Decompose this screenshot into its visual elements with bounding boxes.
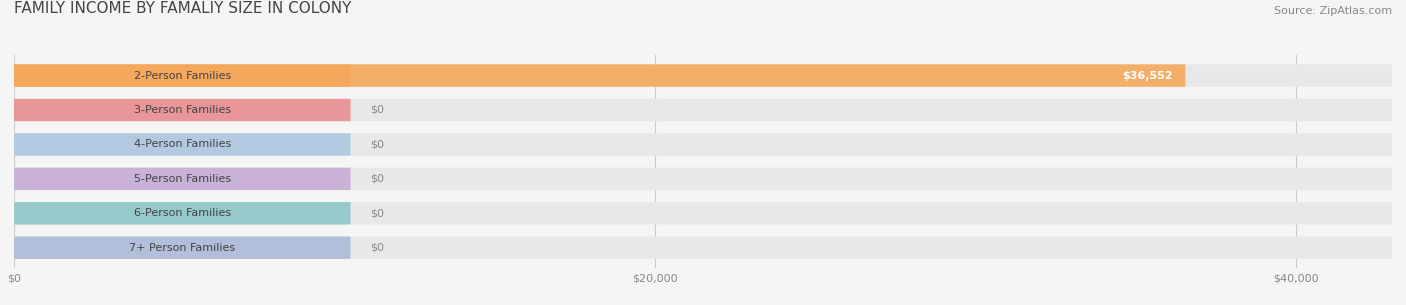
FancyBboxPatch shape xyxy=(14,133,350,156)
FancyBboxPatch shape xyxy=(14,133,1392,156)
FancyBboxPatch shape xyxy=(14,237,350,259)
FancyBboxPatch shape xyxy=(14,64,1392,87)
Text: 3-Person Families: 3-Person Families xyxy=(134,105,231,115)
Text: FAMILY INCOME BY FAMALIY SIZE IN COLONY: FAMILY INCOME BY FAMALIY SIZE IN COLONY xyxy=(14,1,352,16)
Text: 2-Person Families: 2-Person Families xyxy=(134,70,231,81)
FancyBboxPatch shape xyxy=(14,202,350,224)
FancyBboxPatch shape xyxy=(14,168,1392,190)
Text: $36,552: $36,552 xyxy=(1122,70,1173,81)
Text: $0: $0 xyxy=(370,105,384,115)
Text: 7+ Person Families: 7+ Person Families xyxy=(129,243,235,253)
Text: 5-Person Families: 5-Person Families xyxy=(134,174,231,184)
FancyBboxPatch shape xyxy=(14,99,350,121)
FancyBboxPatch shape xyxy=(14,168,350,190)
Text: 6-Person Families: 6-Person Families xyxy=(134,208,231,218)
FancyBboxPatch shape xyxy=(14,99,1392,121)
Text: $0: $0 xyxy=(370,208,384,218)
FancyBboxPatch shape xyxy=(14,64,1185,87)
FancyBboxPatch shape xyxy=(14,64,350,87)
Text: $0: $0 xyxy=(370,243,384,253)
Text: $0: $0 xyxy=(370,174,384,184)
FancyBboxPatch shape xyxy=(14,202,1392,224)
Text: 4-Person Families: 4-Person Families xyxy=(134,139,231,149)
Text: Source: ZipAtlas.com: Source: ZipAtlas.com xyxy=(1274,6,1392,16)
FancyBboxPatch shape xyxy=(14,237,1392,259)
Text: $0: $0 xyxy=(370,139,384,149)
